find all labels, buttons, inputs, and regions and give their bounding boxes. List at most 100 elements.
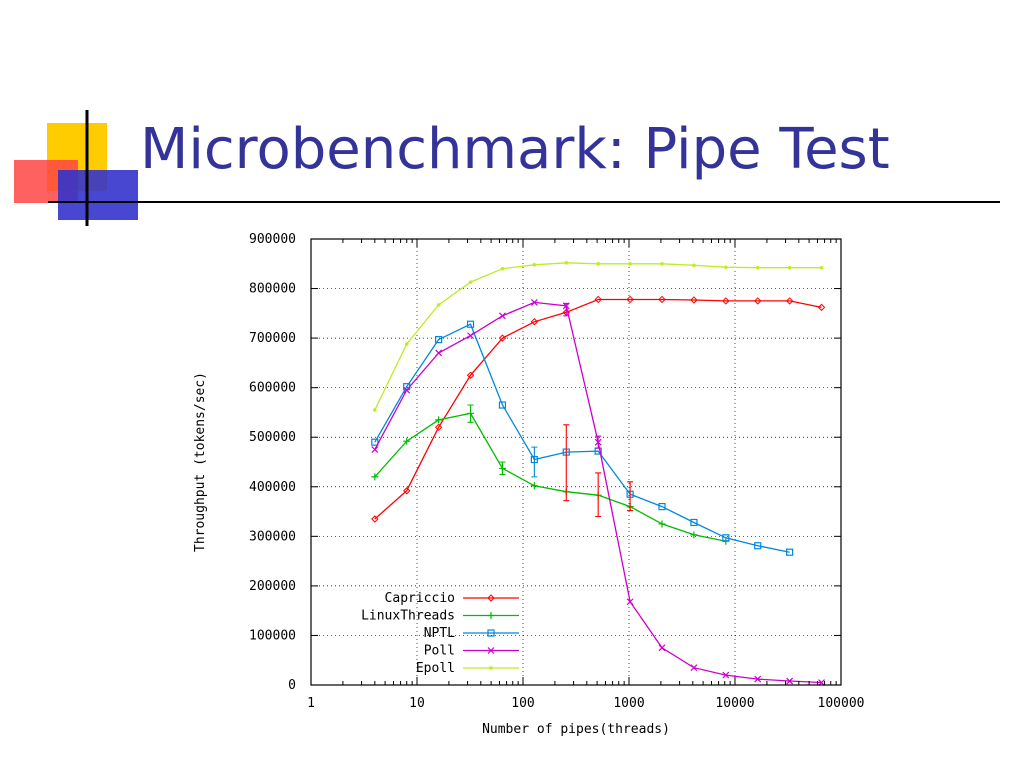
- data-point: [403, 437, 411, 445]
- error-bar: [595, 472, 602, 518]
- series-line: [374, 298, 822, 520]
- data-point: [819, 265, 824, 270]
- y-tick-label: 300000: [249, 529, 296, 544]
- y-tick-label: 0: [288, 678, 296, 693]
- data-point: [626, 598, 634, 606]
- series-capriccio: [371, 295, 826, 523]
- data-point: [530, 482, 538, 490]
- data-point: [658, 503, 666, 511]
- data-point: [754, 542, 762, 550]
- y-tick-label: 200000: [249, 579, 296, 594]
- data-point: [594, 295, 602, 304]
- legend: Capriccio LinuxThreads NPTL Poll Epoll: [361, 591, 519, 676]
- data-point: [373, 408, 377, 412]
- series-line: [374, 412, 726, 542]
- x-tick-label: 1000: [613, 696, 644, 711]
- data-point: [435, 335, 443, 344]
- data-point: [499, 312, 506, 320]
- data-point: [724, 265, 728, 270]
- series-line: [374, 323, 790, 553]
- series: [371, 260, 826, 686]
- plot-frame: [310, 238, 842, 686]
- series-linuxthreads: [371, 409, 730, 545]
- legend-label: Capriccio: [385, 591, 455, 606]
- x-tick-label: 100000: [818, 696, 865, 711]
- data-point: [785, 297, 794, 305]
- y-tick-label: 700000: [249, 331, 296, 346]
- error-bar: [595, 435, 602, 449]
- legend-marker: [487, 594, 495, 602]
- data-point: [660, 261, 664, 266]
- error-bars: [467, 302, 634, 518]
- data-point: [658, 520, 666, 528]
- error-bar: [627, 481, 634, 512]
- error-bar: [563, 302, 570, 317]
- legend-marker: [487, 647, 495, 654]
- data-point: [500, 266, 505, 271]
- data-point: [403, 386, 411, 394]
- data-point: [692, 263, 696, 268]
- y-tick-label: 500000: [249, 430, 296, 445]
- data-point: [628, 261, 632, 266]
- x-tick-label: 100: [511, 696, 534, 711]
- data-point: [658, 644, 666, 652]
- data-point: [530, 299, 538, 306]
- error-bar: [563, 424, 570, 502]
- data-point: [371, 515, 379, 523]
- data-point: [436, 303, 441, 307]
- series-epoll: [373, 260, 824, 412]
- legend-marker: [487, 629, 495, 637]
- data-point: [466, 320, 475, 328]
- data-point: [468, 280, 473, 284]
- data-point: [404, 342, 409, 346]
- data-point: [498, 334, 507, 342]
- data-point: [786, 548, 794, 556]
- x-tick-label: 10000: [715, 696, 754, 711]
- data-point: [690, 531, 698, 539]
- data-point: [754, 297, 762, 305]
- legend-label: Epoll: [416, 661, 455, 676]
- slide-title: Microbenchmark: Pipe Test: [140, 117, 890, 182]
- deco-blue-square: [58, 170, 138, 220]
- ticks: 0 100000 200000 300000 400000 500000 600000 700…: [249, 232, 864, 711]
- y-tick-label: 800000: [249, 282, 296, 297]
- y-tick-label: 600000: [249, 381, 296, 396]
- error-bar: [531, 446, 538, 478]
- data-point: [690, 296, 698, 304]
- data-point: [754, 675, 762, 683]
- data-point: [817, 303, 826, 312]
- legend-marker: [489, 666, 493, 670]
- throughput-chart: 0 100000 200000 300000 400000 500000 600000 700…: [193, 232, 864, 737]
- data-point: [722, 534, 730, 542]
- data-point: [530, 318, 539, 326]
- data-point: [658, 295, 666, 304]
- data-point: [626, 295, 634, 304]
- data-point: [532, 262, 537, 267]
- y-tick-label: 100000: [249, 628, 296, 643]
- data-point: [467, 332, 474, 340]
- x-axis-label: Number of pipes(threads): [482, 722, 670, 737]
- data-point: [786, 677, 794, 685]
- legend-marker: [487, 612, 495, 619]
- data-point: [403, 487, 411, 495]
- data-point: [498, 401, 507, 409]
- data-point: [755, 265, 760, 270]
- data-point: [596, 261, 600, 266]
- data-point: [371, 473, 379, 481]
- data-point: [564, 260, 569, 265]
- x-tick-label: 10: [409, 696, 425, 711]
- data-point: [435, 349, 443, 357]
- y-axis-label: Throughput (tokens/sec): [193, 372, 208, 552]
- data-point: [434, 423, 443, 432]
- legend-label: Poll: [424, 644, 455, 659]
- data-point: [690, 664, 698, 672]
- grid: [311, 239, 841, 685]
- data-point: [371, 438, 379, 446]
- data-point: [722, 671, 730, 679]
- data-point: [722, 297, 730, 305]
- error-bar: [499, 461, 506, 475]
- y-tick-label: 400000: [249, 480, 296, 495]
- legend-label: NPTL: [424, 626, 455, 641]
- error-bar: [467, 404, 474, 423]
- data-point: [787, 265, 792, 270]
